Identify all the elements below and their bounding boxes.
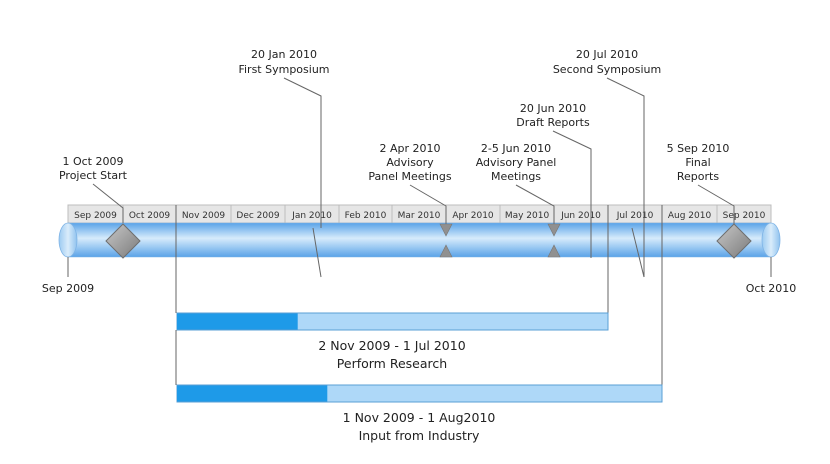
month-label: Dec 2009 bbox=[236, 211, 279, 221]
month-label: Nov 2009 bbox=[182, 211, 226, 221]
milestone-project-start: 1 Oct 2009 Project Start bbox=[59, 155, 141, 259]
timeline-end-cap bbox=[761, 222, 781, 258]
milestone-date: 5 Sep 2010 bbox=[667, 142, 730, 155]
milestone-title: Advisory bbox=[386, 156, 434, 169]
task-input-from-industry: 1 Nov 2009 - 1 Aug2010 Input from Indust… bbox=[176, 384, 663, 443]
month-label: May 2010 bbox=[505, 211, 550, 221]
task-perform-research: 2 Nov 2009 - 1 Jul 2010 Perform Research bbox=[176, 312, 609, 371]
milestone-date: 1 Oct 2009 bbox=[62, 155, 123, 168]
task-progress bbox=[177, 385, 328, 402]
milestone-date: 20 Jun 2010 bbox=[520, 102, 586, 115]
leader-line bbox=[283, 77, 322, 228]
marker-up-triangle bbox=[547, 244, 561, 258]
month-label: Jan 2010 bbox=[291, 211, 332, 221]
milestone-advisory-jun: 2-5 Jun 2010 Advisory Panel Meetings bbox=[476, 142, 561, 258]
milestone-advisory-apr: 2 Apr 2010 Advisory Panel Meetings bbox=[368, 142, 453, 258]
task-progress bbox=[177, 313, 298, 330]
task-dates: 2 Nov 2009 - 1 Jul 2010 bbox=[318, 338, 465, 353]
leader-line bbox=[92, 183, 124, 223]
milestone-date: 2-5 Jun 2010 bbox=[481, 142, 551, 155]
tick-line bbox=[631, 227, 645, 278]
milestone-title: First Symposium bbox=[238, 63, 329, 76]
milestone-title: Reports bbox=[677, 170, 719, 183]
month-label: Mar 2010 bbox=[398, 211, 441, 221]
milestone-diamond bbox=[105, 223, 141, 259]
timeline-end-label: Oct 2010 bbox=[746, 282, 797, 295]
milestone-date: 20 Jul 2010 bbox=[576, 48, 638, 61]
marker-up-triangle bbox=[439, 244, 453, 258]
milestone-final-reports: 5 Sep 2010 Final Reports bbox=[667, 142, 752, 259]
month-label: Oct 2009 bbox=[129, 211, 171, 221]
milestone-first-symposium: 20 Jan 2010 First Symposium bbox=[238, 48, 330, 278]
month-label: Aug 2010 bbox=[668, 211, 712, 221]
task-dates: 1 Nov 2009 - 1 Aug2010 bbox=[343, 410, 496, 425]
milestone-date: 2 Apr 2010 bbox=[379, 142, 440, 155]
marker-down-triangle bbox=[439, 223, 453, 237]
tick-line bbox=[312, 227, 322, 278]
milestone-title: Panel Meetings bbox=[368, 170, 452, 183]
leader-line bbox=[697, 184, 735, 224]
milestone-date: 20 Jan 2010 bbox=[251, 48, 317, 61]
milestone-title: Second Symposium bbox=[553, 63, 661, 76]
month-label: Jul 2010 bbox=[616, 211, 654, 221]
month-label: Sep 2010 bbox=[723, 211, 766, 221]
month-cells: Sep 2009 Oct 2009 Nov 2009 Dec 2009 Jan 2010… bbox=[74, 205, 766, 223]
milestone-title: Project Start bbox=[59, 169, 128, 182]
milestone-draft-reports: 20 Jun 2010 Draft Reports bbox=[516, 102, 592, 258]
task-name: Input from Industry bbox=[359, 428, 480, 443]
marker-down-triangle bbox=[547, 223, 561, 237]
leader-line bbox=[552, 130, 592, 258]
milestone-second-symposium: 20 Jul 2010 Second Symposium bbox=[553, 48, 661, 278]
leader-line bbox=[409, 184, 447, 224]
milestone-title: Draft Reports bbox=[516, 116, 590, 129]
timeline-start-label: Sep 2009 bbox=[42, 282, 94, 295]
timeline-tube bbox=[67, 222, 772, 258]
timeline-start-cap bbox=[58, 222, 78, 258]
month-label: Apr 2010 bbox=[452, 211, 494, 221]
leader-line bbox=[606, 77, 645, 277]
leader-line bbox=[515, 184, 555, 224]
milestone-title: Meetings bbox=[491, 170, 541, 183]
milestone-title: Final bbox=[685, 156, 710, 169]
task-name: Perform Research bbox=[337, 356, 447, 371]
month-label: Jun 2010 bbox=[560, 211, 601, 221]
milestone-title: Advisory Panel bbox=[476, 156, 557, 169]
month-label: Sep 2009 bbox=[74, 211, 117, 221]
month-label: Feb 2010 bbox=[345, 211, 387, 221]
milestone-diamond bbox=[716, 223, 752, 259]
